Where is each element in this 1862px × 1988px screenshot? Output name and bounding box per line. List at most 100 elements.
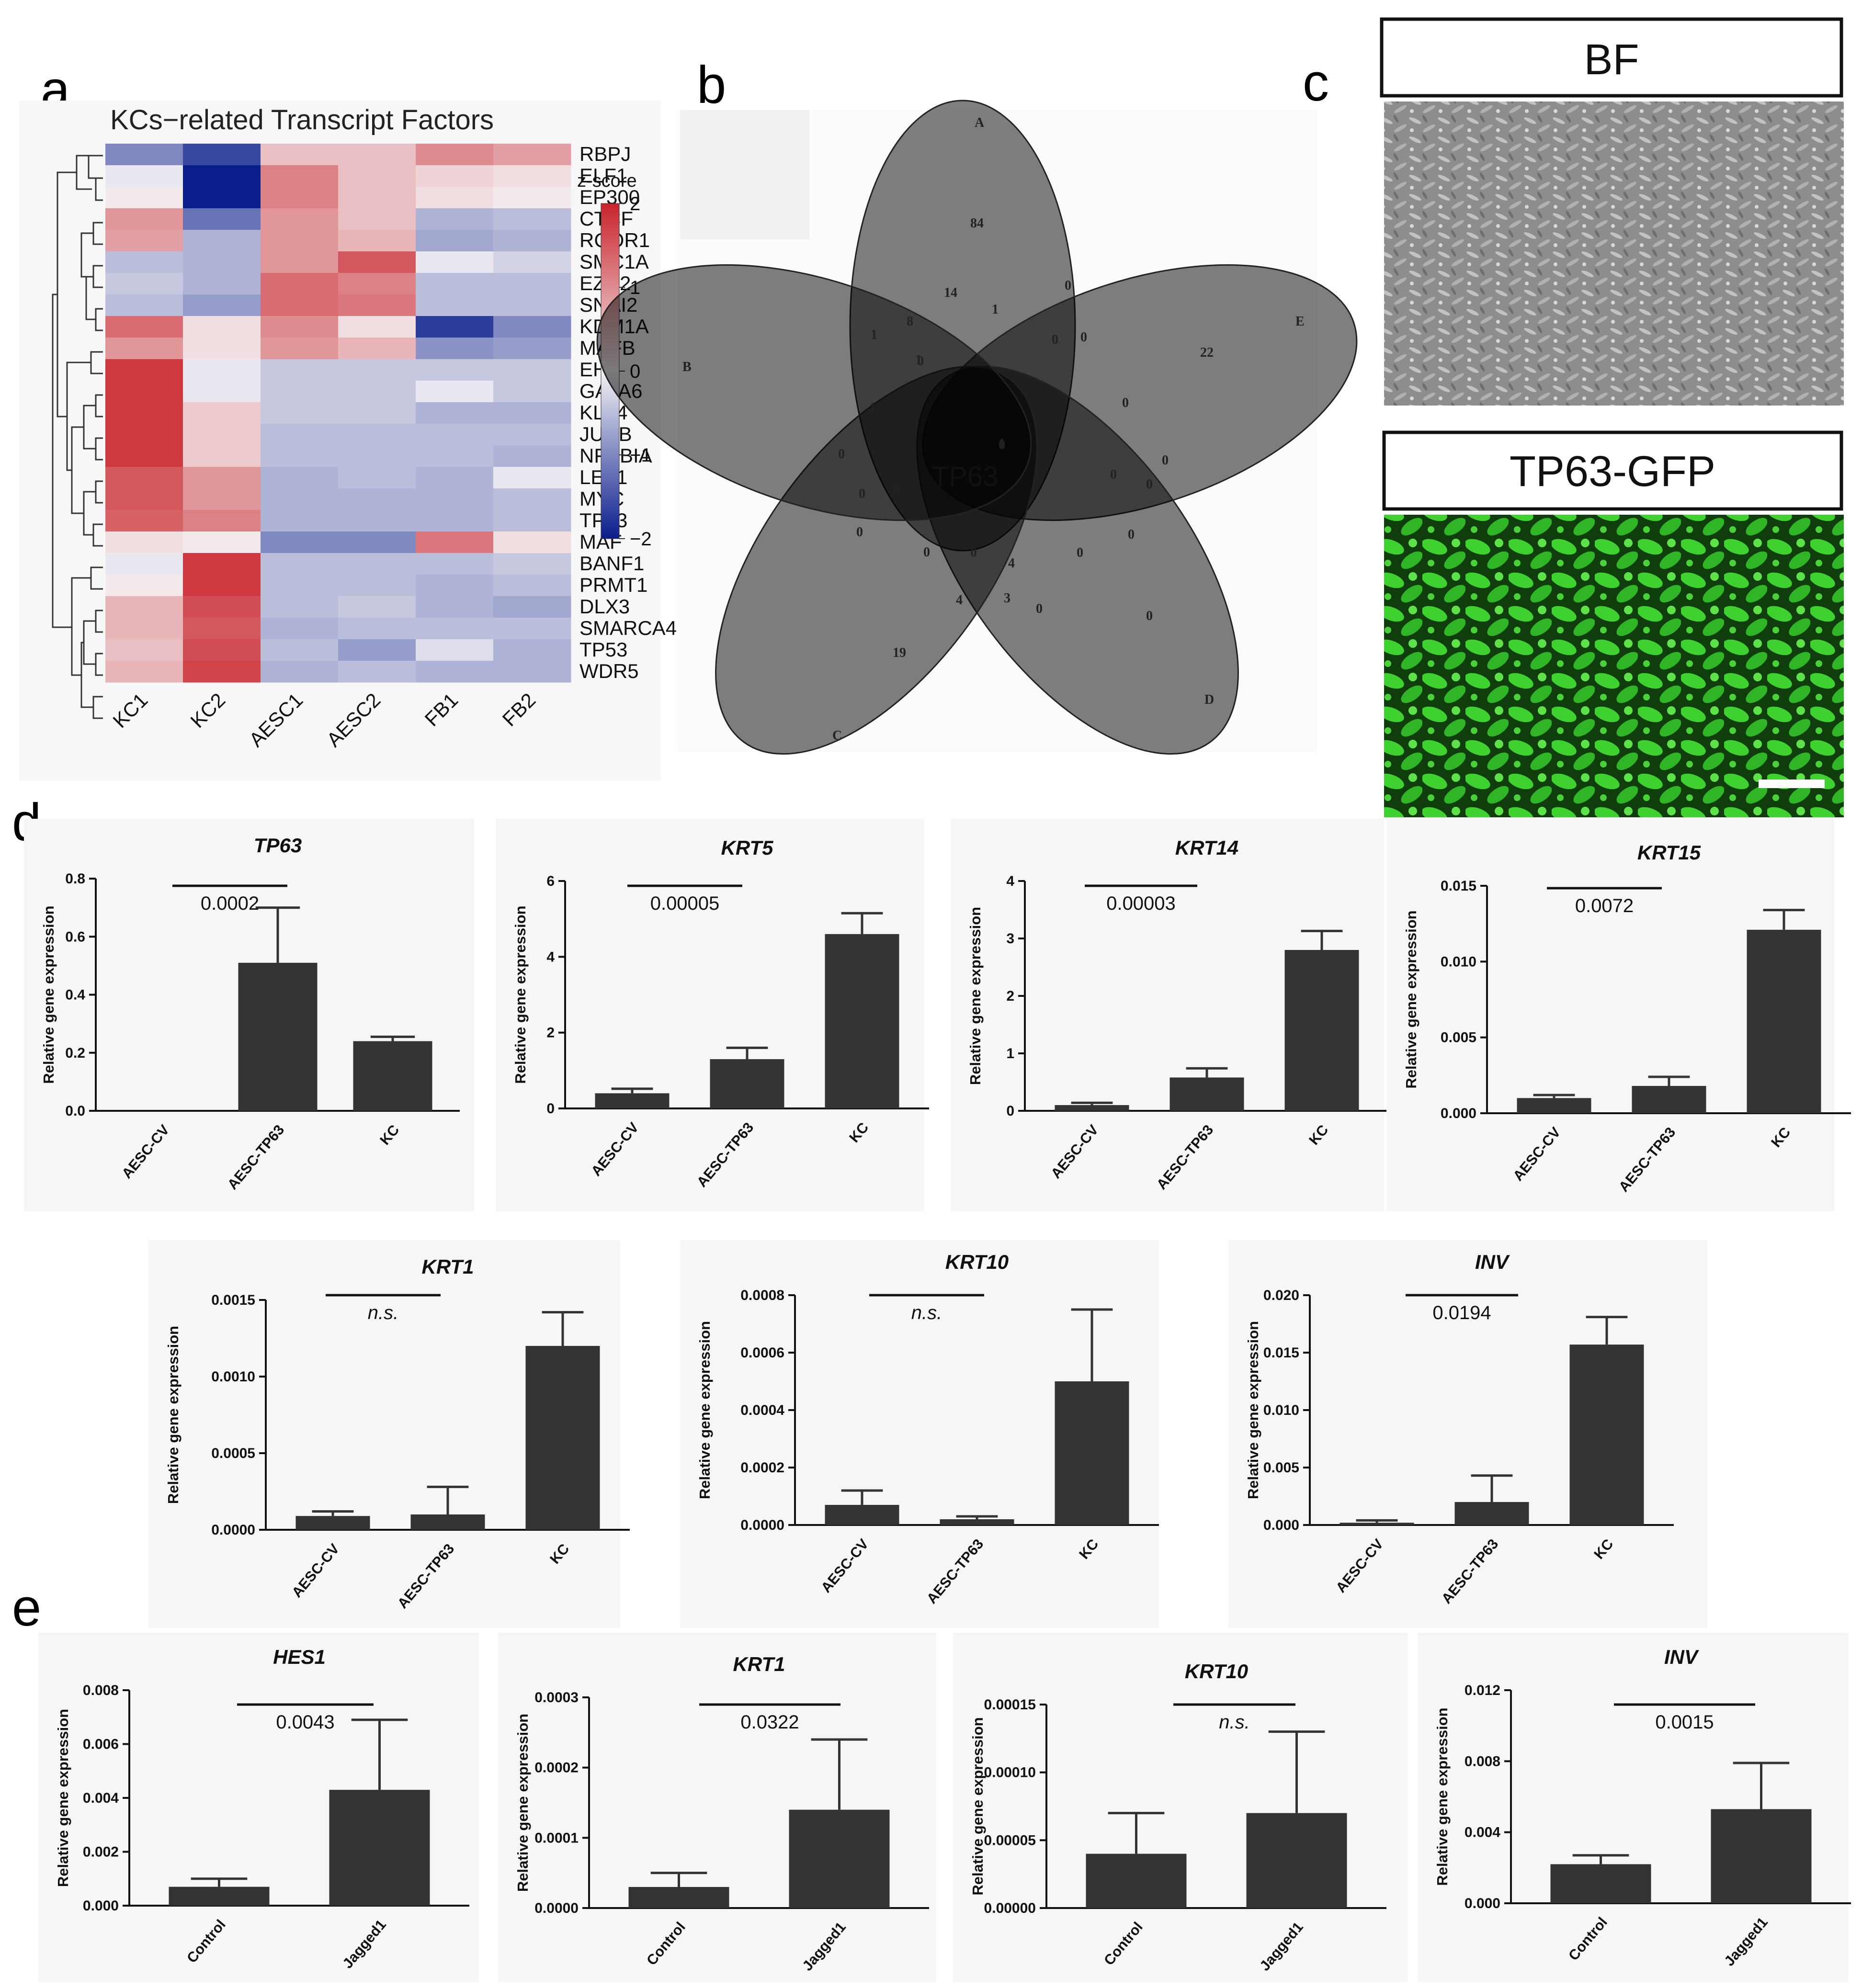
heatmap-cell bbox=[261, 488, 339, 510]
heatmap-cell bbox=[416, 316, 494, 338]
venn-region-count: 4 bbox=[1008, 556, 1015, 571]
y-tick-label: 6 bbox=[546, 873, 555, 889]
heatmap-cell bbox=[105, 639, 183, 661]
bar-chart-krt1-d: KRT1 0.0000 0.0005 0.0010 0.0015 Relative gen… bbox=[148, 1240, 630, 1628]
heatmap-cell bbox=[183, 402, 261, 424]
venn-region-count: 0 bbox=[1122, 395, 1129, 410]
bar bbox=[1340, 1523, 1414, 1525]
y-tick-label: 0.6 bbox=[65, 929, 85, 945]
y-tick-label: 0.0010 bbox=[211, 1369, 255, 1385]
heatmap-cell bbox=[105, 165, 183, 187]
heatmap-cell bbox=[416, 251, 494, 273]
venn-region-count: 14 bbox=[944, 285, 957, 300]
venn-set-label-e: E bbox=[1295, 314, 1305, 329]
venn-region-count: 84 bbox=[970, 216, 984, 231]
heatmap-dendrogram bbox=[52, 155, 103, 719]
heatmap-cell bbox=[493, 294, 571, 316]
heatmap-cell bbox=[105, 294, 183, 316]
y-tick-label: 4 bbox=[546, 949, 555, 965]
heatmap-cell bbox=[416, 618, 494, 640]
gfp-title-box bbox=[1382, 430, 1843, 511]
heatmap-cell bbox=[338, 639, 416, 661]
heatmap-cell bbox=[338, 230, 416, 252]
heatmap-cell bbox=[261, 424, 339, 446]
heatmap-cell bbox=[105, 316, 183, 338]
bf-title-box bbox=[1380, 17, 1843, 98]
heatmap-cell bbox=[105, 187, 183, 209]
heatmap-cell bbox=[261, 230, 339, 252]
heatmap-cell bbox=[183, 510, 261, 532]
heatmap-cell bbox=[105, 338, 183, 360]
heatmap-cell bbox=[261, 273, 339, 295]
heatmap-cell bbox=[416, 510, 494, 532]
y-axis-label: Relative gene expression bbox=[512, 905, 529, 1084]
heatmap-cell bbox=[105, 618, 183, 640]
venn-region-count: 0 bbox=[856, 525, 863, 540]
venn-region-count: 0 bbox=[1128, 527, 1135, 542]
venn-region-count: 0 bbox=[999, 438, 1005, 452]
heatmap-cell bbox=[493, 661, 571, 683]
venn-region-count: 8 bbox=[907, 314, 913, 329]
y-tick-label: 0.0001 bbox=[534, 1830, 579, 1846]
heatmap-cell bbox=[261, 531, 339, 553]
heatmap-cell bbox=[493, 316, 571, 338]
heatmap-cell bbox=[493, 488, 571, 510]
p-value-label: 0.0002 bbox=[201, 893, 259, 914]
y-tick-label: 0 bbox=[546, 1101, 555, 1117]
y-tick-label: 0.008 bbox=[1465, 1753, 1500, 1769]
venn-region-count: 0 bbox=[1162, 453, 1169, 468]
p-value-label: 0.0194 bbox=[1432, 1302, 1491, 1323]
y-axis-label: Relative gene expression bbox=[696, 1321, 713, 1499]
heatmap-cell bbox=[416, 445, 494, 467]
p-value-label: n.s. bbox=[911, 1302, 942, 1323]
bar bbox=[169, 1886, 270, 1906]
bar-chart-krt10-e: KRT10 0.00000 0.00005 0.00010 0.00015 Relativ… bbox=[953, 1633, 1408, 1982]
heatmap-cell bbox=[183, 424, 261, 446]
bar-charts: TP63 0.0 0.2 0.4 0.6 0.8 Relative gene express… bbox=[24, 819, 1851, 1982]
venn-region-count: 0 bbox=[1077, 545, 1083, 560]
heatmap-cell bbox=[416, 230, 494, 252]
heatmap-cell bbox=[416, 165, 494, 187]
y-axis-label: Relative gene expression bbox=[1434, 1707, 1451, 1886]
bar-chart-krt10-d: KRT10 0.0000 0.0002 0.0004 0.0006 0.0008 Relat… bbox=[680, 1240, 1159, 1628]
heatmap-title: KCs−related Transcript Factors bbox=[110, 104, 494, 136]
p-value-label: n.s. bbox=[368, 1302, 398, 1323]
heatmap-cells bbox=[105, 144, 571, 683]
heatmap-row-label: BANF1 bbox=[579, 552, 644, 575]
y-tick-label: 0.004 bbox=[1465, 1825, 1500, 1841]
y-axis-label: Relative gene expression bbox=[514, 1714, 531, 1892]
heatmap-cell bbox=[183, 553, 261, 575]
heatmap-cell bbox=[261, 618, 339, 640]
bar bbox=[1550, 1864, 1651, 1903]
heatmap-cell bbox=[338, 510, 416, 532]
chart-title: KRT14 bbox=[1175, 836, 1238, 859]
heatmap-cell bbox=[105, 445, 183, 467]
heatmap-row-label: SMARCA4 bbox=[579, 617, 677, 639]
bar-chart-krt15-d: KRT15 0.000 0.005 0.010 0.015 Relative gene e… bbox=[1386, 819, 1851, 1211]
p-value-label: 0.0015 bbox=[1655, 1712, 1714, 1733]
p-value-label: 0.0043 bbox=[276, 1712, 334, 1733]
heatmap-cell bbox=[183, 187, 261, 209]
y-axis-label: Relative gene expression bbox=[165, 1326, 182, 1504]
y-tick-label: 0.000 bbox=[1465, 1896, 1500, 1911]
y-tick-label: 0.0000 bbox=[534, 1900, 579, 1916]
bar-chart-inv-d: INV 0.000 0.005 0.010 0.015 0.020 Relative gen… bbox=[1228, 1240, 1707, 1628]
y-tick-label: 0.2 bbox=[65, 1045, 85, 1061]
heatmap-cell bbox=[493, 596, 571, 618]
venn-region-count: 1 bbox=[870, 400, 876, 415]
y-tick-label: 0.4 bbox=[65, 987, 85, 1003]
y-tick-label: 0.0002 bbox=[534, 1760, 579, 1776]
heatmap-cell bbox=[338, 359, 416, 381]
chart-title: KRT1 bbox=[422, 1255, 474, 1278]
p-value-label: 0.00003 bbox=[1106, 893, 1176, 914]
y-tick-label: 0.0008 bbox=[740, 1288, 784, 1303]
heatmap-cell bbox=[493, 467, 571, 489]
heatmap-cell bbox=[416, 661, 494, 683]
bar bbox=[1169, 1077, 1244, 1111]
heatmap-cell bbox=[338, 531, 416, 553]
y-tick-label: 0.006 bbox=[83, 1737, 119, 1752]
heatmap-cell bbox=[338, 251, 416, 273]
y-tick-label: 3 bbox=[1006, 931, 1014, 947]
bar bbox=[595, 1093, 670, 1108]
bar bbox=[1711, 1809, 1812, 1903]
